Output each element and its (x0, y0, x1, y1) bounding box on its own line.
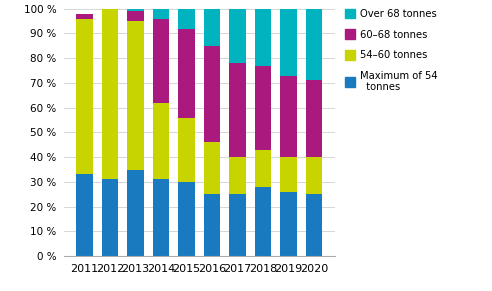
Bar (76, 14, 93, 19)
Bar (280, 9, 297, 76)
Bar (153, 19, 169, 103)
Bar (306, 157, 322, 194)
Bar (229, 9, 246, 63)
Bar (280, 192, 297, 256)
Legend: Over 68 tonnes, 60–68 tonnes, 54–60 tonnes, Maximum of 54
  tonnes: Over 68 tonnes, 60–68 tonnes, 54–60 tonn… (345, 9, 437, 93)
Bar (178, 118, 195, 182)
Bar (255, 187, 271, 256)
Bar (153, 179, 169, 256)
Bar (280, 76, 297, 157)
Bar (153, 9, 169, 19)
Bar (153, 103, 169, 179)
Bar (127, 21, 144, 169)
Bar (204, 194, 220, 256)
Bar (280, 157, 297, 192)
Bar (306, 81, 322, 157)
Bar (229, 157, 246, 194)
Bar (255, 9, 271, 66)
Bar (76, 175, 93, 256)
Bar (229, 194, 246, 256)
Bar (204, 9, 220, 46)
Bar (102, 9, 118, 179)
Bar (204, 142, 220, 194)
Bar (178, 9, 195, 29)
Bar (127, 9, 144, 11)
Bar (306, 9, 322, 80)
Bar (229, 63, 246, 157)
Bar (102, 179, 118, 256)
Bar (178, 182, 195, 256)
Bar (127, 169, 144, 256)
Bar (306, 194, 322, 256)
Bar (127, 11, 144, 21)
Bar (178, 29, 195, 118)
Bar (255, 66, 271, 150)
Bar (204, 46, 220, 142)
Bar (76, 19, 93, 175)
Bar (255, 150, 271, 187)
